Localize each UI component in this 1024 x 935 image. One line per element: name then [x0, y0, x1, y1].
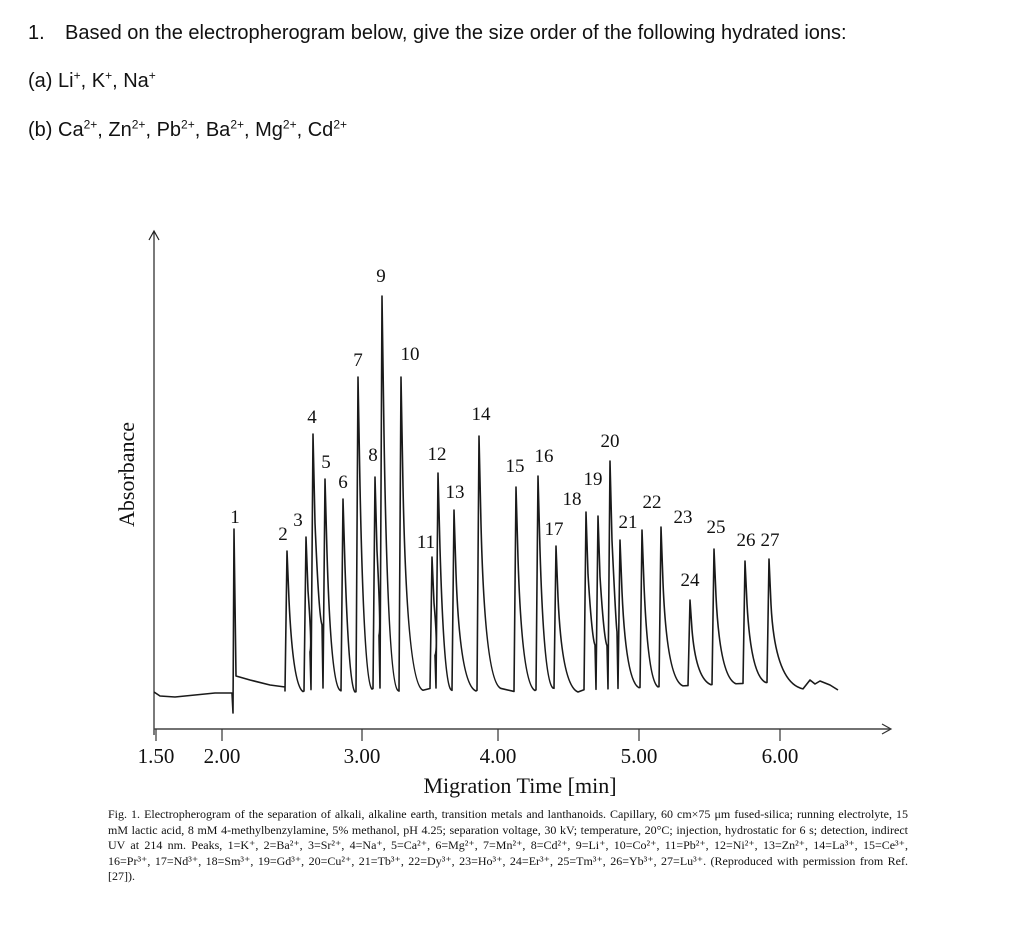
peak-label-18: 18: [563, 489, 582, 510]
peak-label-1: 1: [230, 507, 240, 528]
peak-label-25: 25: [707, 517, 726, 538]
ion-ca: Ca2+: [58, 117, 98, 141]
peak-label-26: 26: [737, 530, 756, 551]
peak-label-22: 22: [643, 492, 662, 513]
peak-label-13: 13: [446, 482, 465, 503]
x-axis-arrow-icon: [881, 723, 893, 735]
x-axis-ticks: 1.50 2.00 3.00 4.00 5.00 6.00: [138, 729, 799, 768]
peak-label-6: 6: [338, 472, 348, 493]
x-tick-label: 5.00: [621, 744, 658, 768]
ion-list-b: Ca2+, Zn2+, Pb2+, Ba2+, Mg2+, Cd2+: [58, 117, 347, 141]
ion-na: Na+: [123, 68, 156, 92]
question-text: Based on the electropherogram below, giv…: [65, 22, 847, 44]
peak-label-9: 9: [376, 266, 386, 287]
ion-cd: Cd2+: [307, 117, 347, 141]
x-tick-label: 2.00: [204, 744, 241, 768]
peak-label-2: 2: [278, 524, 288, 545]
ion-list-a: Li+, K+, Na+: [58, 68, 156, 92]
peak-label-20: 20: [601, 431, 620, 452]
peak-label-12: 12: [428, 444, 447, 465]
peak-label-11: 11: [417, 532, 435, 553]
peak-label-24: 24: [681, 570, 701, 591]
x-axis-label: Migration Time [min]: [423, 773, 616, 798]
question-prompt: 1. Based on the electropherogram below, g…: [28, 22, 847, 45]
x-tick-label: 4.00: [480, 744, 517, 768]
ion-k: K+: [91, 68, 113, 92]
ion-ba: Ba2+: [205, 117, 244, 141]
figure-caption: Fig. 1. Electropherogram of the separati…: [108, 807, 908, 883]
ion-zn: Zn2+: [108, 117, 146, 141]
question-part-b: (b) Ca2+, Zn2+, Pb2+, Ba2+, Mg2+, Cd2+: [28, 117, 347, 142]
peak-label-19: 19: [584, 469, 603, 490]
peak-label-7: 7: [353, 350, 363, 371]
peak-label-10: 10: [401, 344, 420, 365]
peak-label-21: 21: [619, 512, 638, 533]
question-part-a: (a) Li+, K+, Na+: [28, 68, 156, 93]
x-tick-label: 1.50: [138, 744, 175, 768]
x-tick-label: 6.00: [762, 744, 799, 768]
peak-label-27: 27: [761, 530, 780, 551]
x-tick-label: 3.00: [344, 744, 381, 768]
ion-li: Li+: [58, 68, 81, 92]
peak-label-3: 3: [293, 510, 303, 531]
peak-label-15: 15: [506, 456, 525, 477]
question-number: 1.: [28, 22, 45, 44]
peak-label-17: 17: [545, 519, 564, 540]
ion-mg: Mg2+: [255, 117, 297, 141]
y-axis-label: Absorbance: [114, 422, 139, 527]
electropherogram-chart: Absorbance 1.50 2.00 3.00 4.00 5.00 6.00 Migr…: [114, 229, 893, 798]
peak-label-5: 5: [321, 452, 331, 473]
peak-label-23: 23: [674, 507, 693, 528]
peak-label-14: 14: [472, 404, 492, 425]
part-b-label: (b): [28, 119, 53, 141]
peak-label-4: 4: [307, 407, 317, 428]
peak-label-8: 8: [368, 445, 378, 466]
ion-pb: Pb2+: [156, 117, 195, 141]
peak-label-16: 16: [535, 446, 554, 467]
y-axis-arrow-icon: [148, 229, 160, 241]
part-a-label: (a): [28, 70, 53, 92]
electropherogram-trace: [153, 295, 839, 714]
